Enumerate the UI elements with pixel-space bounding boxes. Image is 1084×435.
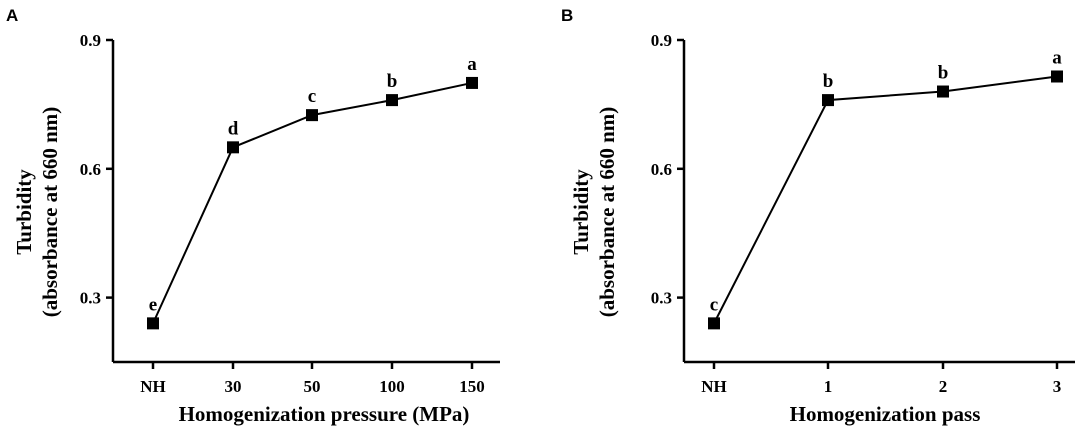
data-point-a: [306, 109, 318, 122]
x-ticks-b: NH 1 2 3: [701, 362, 1061, 396]
significance-label-b: b: [938, 63, 949, 84]
panel-letter-a: A: [6, 6, 18, 25]
data-point-a: [147, 317, 159, 330]
y-axis-title-b-line1: Turbidity: [569, 169, 593, 255]
y-tick-label-a: 0.6: [80, 160, 101, 179]
y-axis-title-b: Turbidity (absorbance at 660 nm): [569, 107, 619, 318]
y-tick-label-b: 0.3: [651, 289, 672, 308]
x-tick-label-a: 100: [379, 377, 405, 396]
x-tick-label-b: 3: [1053, 377, 1062, 396]
y-tick-label-b: 0.6: [651, 160, 672, 179]
x-axis-title-b: Homogenization pass: [790, 402, 981, 426]
data-point-b: [1051, 70, 1063, 83]
x-axis-title-a: Homogenization pressure (MPa): [179, 402, 470, 426]
x-tick-label-a: NH: [140, 377, 166, 396]
data-point-a: [386, 94, 398, 107]
data-points-a: e d c b a: [147, 54, 478, 330]
y-ticks-a: 0.3 0.6 0.9: [80, 31, 113, 308]
panel-b: B Turbidity (absorbance at 660 nm) 0.30.…: [561, 6, 1075, 426]
panel-a: A Turbidity (absorbance at 660 nm) 0.30.…: [6, 6, 500, 426]
x-tick-label-a: 150: [459, 377, 485, 396]
x-tick-label-b: 2: [939, 377, 948, 396]
y-ticks-b: 0.3 0.6 0.9: [651, 31, 684, 308]
data-point-b: [937, 85, 949, 98]
y-tick-label-b: 0.9: [651, 31, 672, 50]
x-tick-label-b: NH: [701, 377, 727, 396]
significance-label-b: a: [1052, 47, 1062, 68]
x-tick-label-a: 50: [304, 377, 321, 396]
data-point-a: [227, 141, 239, 154]
significance-label-a: e: [149, 294, 157, 315]
significance-label-a: a: [467, 54, 477, 75]
x-ticks-a: NH 30 50 100 150: [140, 362, 485, 396]
significance-label-b: b: [823, 71, 834, 92]
significance-label-a: b: [387, 71, 398, 92]
data-point-b: [822, 94, 834, 107]
data-points-b: c b b a: [708, 47, 1063, 330]
x-tick-label-a: 30: [225, 377, 242, 396]
data-point-b: [708, 317, 720, 330]
y-axis-title-a-line1: Turbidity: [12, 169, 36, 255]
significance-label-a: d: [228, 118, 239, 139]
y-axis-title-b-line2: (absorbance at 660 nm): [595, 107, 619, 318]
y-tick-label-a: 0.9: [80, 31, 101, 50]
y-axis-title-a-line2: (absorbance at 660 nm): [38, 107, 62, 318]
significance-label-b: c: [710, 294, 718, 315]
y-axis-title-a: Turbidity (absorbance at 660 nm): [12, 107, 62, 318]
panel-letter-b: B: [561, 6, 573, 25]
x-tick-label-b: 1: [824, 377, 833, 396]
y-tick-label-a: 0.3: [80, 289, 101, 308]
data-point-a: [466, 76, 478, 89]
significance-label-a: c: [308, 86, 316, 107]
series-line-b: [713, 75, 1058, 324]
